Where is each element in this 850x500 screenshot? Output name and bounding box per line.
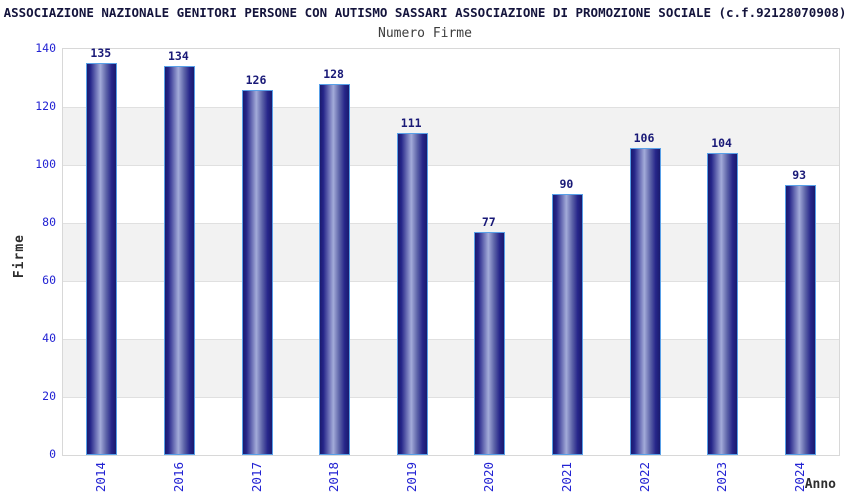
bar-value-label: 134 — [168, 49, 189, 63]
x-tick-text: 2019 — [403, 462, 419, 493]
bar-value-label: 93 — [792, 168, 807, 182]
bar-value-label: 106 — [633, 131, 655, 145]
bar-value-label: 135 — [90, 46, 112, 60]
x-tick-label: 2014 — [92, 462, 110, 496]
bar-value-label: 104 — [711, 136, 732, 150]
bar-2024 — [784, 185, 816, 455]
bar-2017 — [241, 90, 273, 455]
x-tick-label: 2019 — [402, 462, 420, 496]
bar-2023 — [707, 153, 739, 455]
bar-2018 — [319, 84, 351, 455]
bar-value-label: 77 — [481, 215, 496, 229]
x-tick-label: 2020 — [480, 462, 498, 496]
y-tick-label: 140 — [35, 41, 56, 55]
bar-2014 — [86, 63, 118, 455]
plot-area — [62, 48, 840, 456]
bar-2016 — [163, 66, 195, 455]
x-tick-text: 2022 — [636, 462, 652, 493]
bar-value-label: 128 — [323, 67, 344, 81]
y-tick-label: 80 — [42, 215, 56, 229]
x-tick-text: 2014 — [93, 462, 109, 493]
x-tick-text: 2017 — [248, 462, 264, 493]
y-tick-label: 0 — [49, 447, 56, 461]
chart-title: ASSOCIAZIONE NAZIONALE GENITORI PERSONE … — [3, 5, 847, 20]
chart-subtitle: Numero Firme — [378, 26, 472, 41]
y-tick-label: 100 — [35, 157, 56, 171]
x-tick-label: 2018 — [325, 462, 343, 496]
bar-value-label: 111 — [400, 116, 422, 130]
bar-value-label: 126 — [245, 73, 267, 87]
x-axis-title: Anno — [804, 477, 836, 492]
x-tick-text: 2021 — [558, 462, 574, 493]
bar-2022 — [629, 148, 661, 455]
y-tick-label: 40 — [42, 331, 56, 345]
bar-2019 — [396, 133, 428, 455]
x-tick-text: 2018 — [326, 462, 342, 493]
x-tick-label: 2016 — [169, 462, 187, 496]
bar-2020 — [474, 232, 506, 455]
x-tick-text: 2016 — [170, 462, 186, 493]
bar-2021 — [551, 194, 583, 455]
x-tick-label: 2023 — [713, 462, 731, 496]
x-tick-label: 2021 — [557, 462, 575, 496]
x-tick-label: 2022 — [635, 462, 653, 496]
y-tick-label: 60 — [42, 273, 56, 287]
x-tick-text: 2020 — [481, 462, 497, 493]
x-tick-text: 2023 — [714, 462, 730, 493]
x-tick-label: 2017 — [247, 462, 265, 496]
y-tick-label: 120 — [35, 99, 56, 113]
y-tick-label: 20 — [42, 389, 56, 403]
bar-value-label: 90 — [559, 177, 574, 191]
